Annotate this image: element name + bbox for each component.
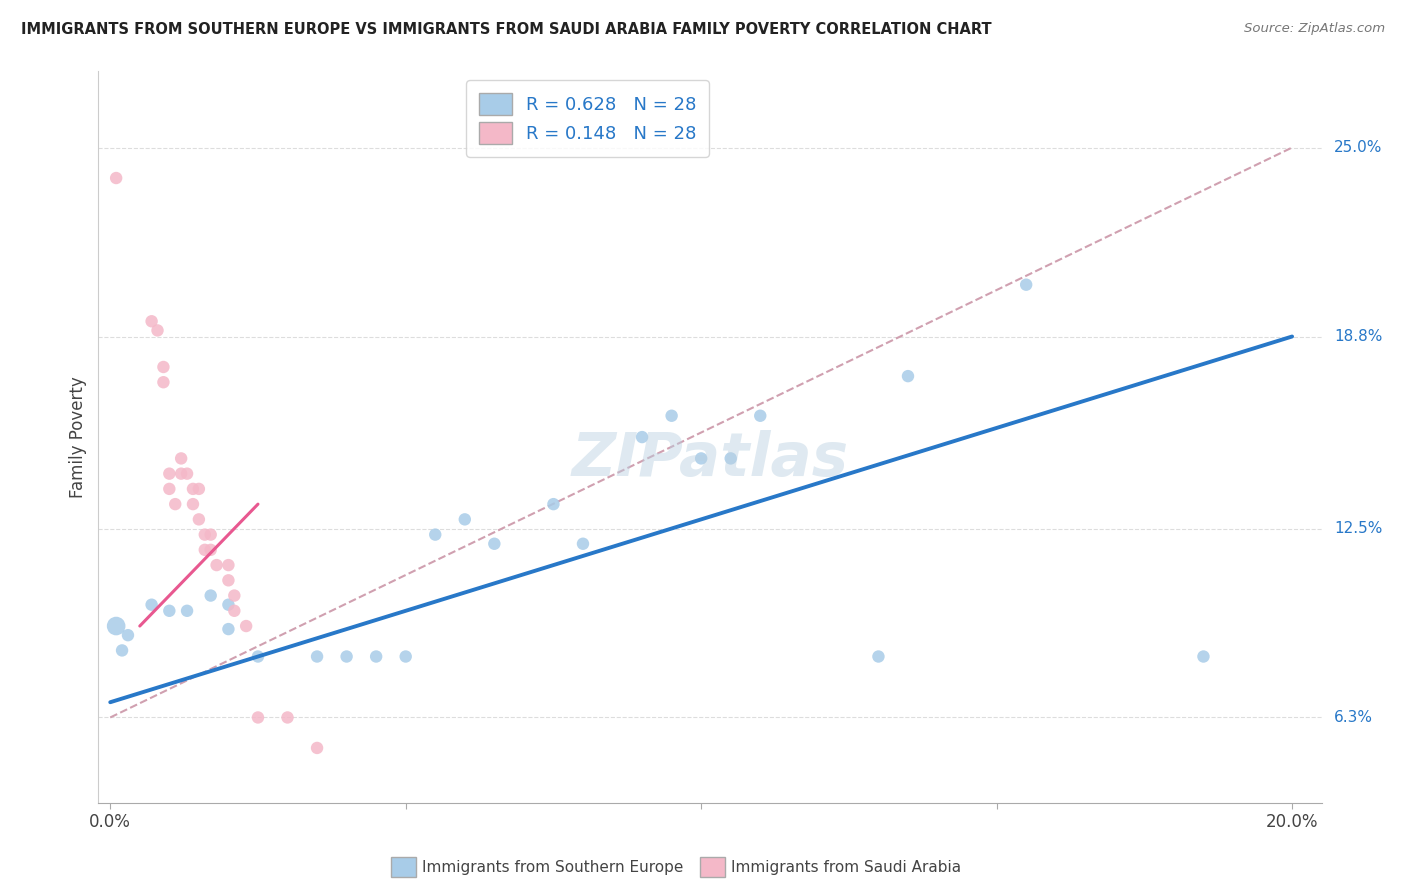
Text: 6.3%: 6.3% xyxy=(1334,710,1372,725)
Text: IMMIGRANTS FROM SOUTHERN EUROPE VS IMMIGRANTS FROM SAUDI ARABIA FAMILY POVERTY C: IMMIGRANTS FROM SOUTHERN EUROPE VS IMMIG… xyxy=(21,22,991,37)
Point xyxy=(1192,649,1215,664)
Point xyxy=(217,598,239,612)
Point xyxy=(631,430,654,444)
Point xyxy=(246,649,269,664)
Point xyxy=(170,451,193,466)
Point xyxy=(111,643,134,657)
Point xyxy=(224,589,246,603)
Point xyxy=(187,512,209,526)
Point xyxy=(868,649,890,664)
Point xyxy=(176,467,198,481)
Point xyxy=(661,409,683,423)
Point xyxy=(276,710,298,724)
Point xyxy=(194,542,217,557)
Point xyxy=(187,482,209,496)
Point xyxy=(157,604,180,618)
Legend: R = 0.628   N = 28, R = 0.148   N = 28: R = 0.628 N = 28, R = 0.148 N = 28 xyxy=(467,80,709,157)
Point xyxy=(897,369,920,384)
Text: Immigrants from Saudi Arabia: Immigrants from Saudi Arabia xyxy=(731,860,962,874)
Point xyxy=(165,497,187,511)
Point xyxy=(105,619,128,633)
Point xyxy=(425,527,447,541)
Y-axis label: Family Poverty: Family Poverty xyxy=(69,376,87,498)
Point xyxy=(200,527,222,541)
Point xyxy=(217,558,239,573)
Text: Source: ZipAtlas.com: Source: ZipAtlas.com xyxy=(1244,22,1385,36)
Point xyxy=(157,467,180,481)
Text: 18.8%: 18.8% xyxy=(1334,329,1382,344)
Point xyxy=(749,409,772,423)
Point xyxy=(194,527,217,541)
Point xyxy=(157,482,180,496)
Point xyxy=(690,451,713,466)
Point xyxy=(146,323,169,337)
Point xyxy=(152,376,174,390)
Text: ZIPatlas: ZIPatlas xyxy=(571,430,849,489)
Point xyxy=(366,649,388,664)
Point xyxy=(200,589,222,603)
Point xyxy=(454,512,477,526)
Point xyxy=(246,710,269,724)
Point xyxy=(543,497,565,511)
Point xyxy=(176,604,198,618)
Point xyxy=(181,497,204,511)
Point xyxy=(1015,277,1038,292)
Point xyxy=(105,171,128,186)
Point xyxy=(181,482,204,496)
Point xyxy=(117,628,139,642)
Point xyxy=(307,649,329,664)
Point xyxy=(200,542,222,557)
Point xyxy=(395,649,418,664)
Text: 12.5%: 12.5% xyxy=(1334,521,1382,536)
Point xyxy=(217,574,239,588)
Point xyxy=(572,537,595,551)
Point xyxy=(217,622,239,636)
Point xyxy=(484,537,506,551)
Point xyxy=(235,619,257,633)
Point xyxy=(307,740,329,755)
Text: 25.0%: 25.0% xyxy=(1334,140,1382,155)
Point xyxy=(141,314,163,328)
Point xyxy=(720,451,742,466)
Text: Immigrants from Southern Europe: Immigrants from Southern Europe xyxy=(422,860,683,874)
Point xyxy=(141,598,163,612)
Point xyxy=(170,467,193,481)
Point xyxy=(336,649,359,664)
Point xyxy=(152,359,174,374)
Point xyxy=(224,604,246,618)
Point xyxy=(205,558,228,573)
